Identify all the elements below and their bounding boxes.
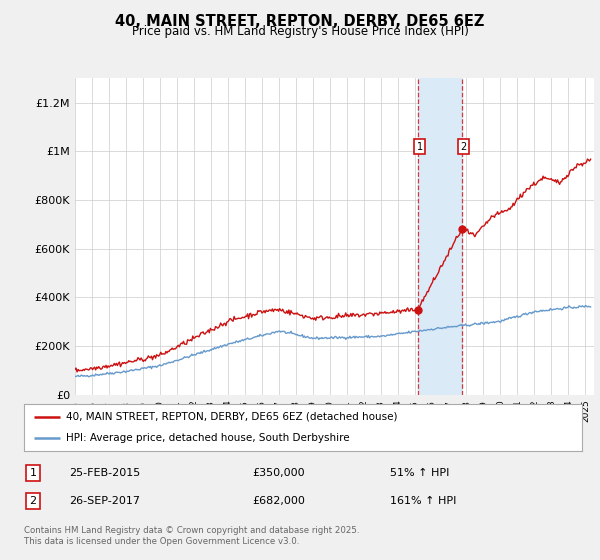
Text: 40, MAIN STREET, REPTON, DERBY, DE65 6EZ (detached house): 40, MAIN STREET, REPTON, DERBY, DE65 6EZ… [66, 412, 397, 422]
Text: 1: 1 [29, 468, 37, 478]
Text: 25-FEB-2015: 25-FEB-2015 [69, 468, 140, 478]
Text: 2: 2 [460, 142, 467, 152]
Text: 51% ↑ HPI: 51% ↑ HPI [390, 468, 449, 478]
Text: Price paid vs. HM Land Registry's House Price Index (HPI): Price paid vs. HM Land Registry's House … [131, 25, 469, 38]
Text: £682,000: £682,000 [252, 496, 305, 506]
Text: 26-SEP-2017: 26-SEP-2017 [69, 496, 140, 506]
Text: 161% ↑ HPI: 161% ↑ HPI [390, 496, 457, 506]
Text: Contains HM Land Registry data © Crown copyright and database right 2025.
This d: Contains HM Land Registry data © Crown c… [24, 526, 359, 546]
Text: £350,000: £350,000 [252, 468, 305, 478]
Text: 40, MAIN STREET, REPTON, DERBY, DE65 6EZ: 40, MAIN STREET, REPTON, DERBY, DE65 6EZ [115, 14, 485, 29]
Text: 1: 1 [416, 142, 422, 152]
Text: HPI: Average price, detached house, South Derbyshire: HPI: Average price, detached house, Sout… [66, 433, 349, 444]
Bar [418, 78, 462, 395]
Text: 2: 2 [29, 496, 37, 506]
